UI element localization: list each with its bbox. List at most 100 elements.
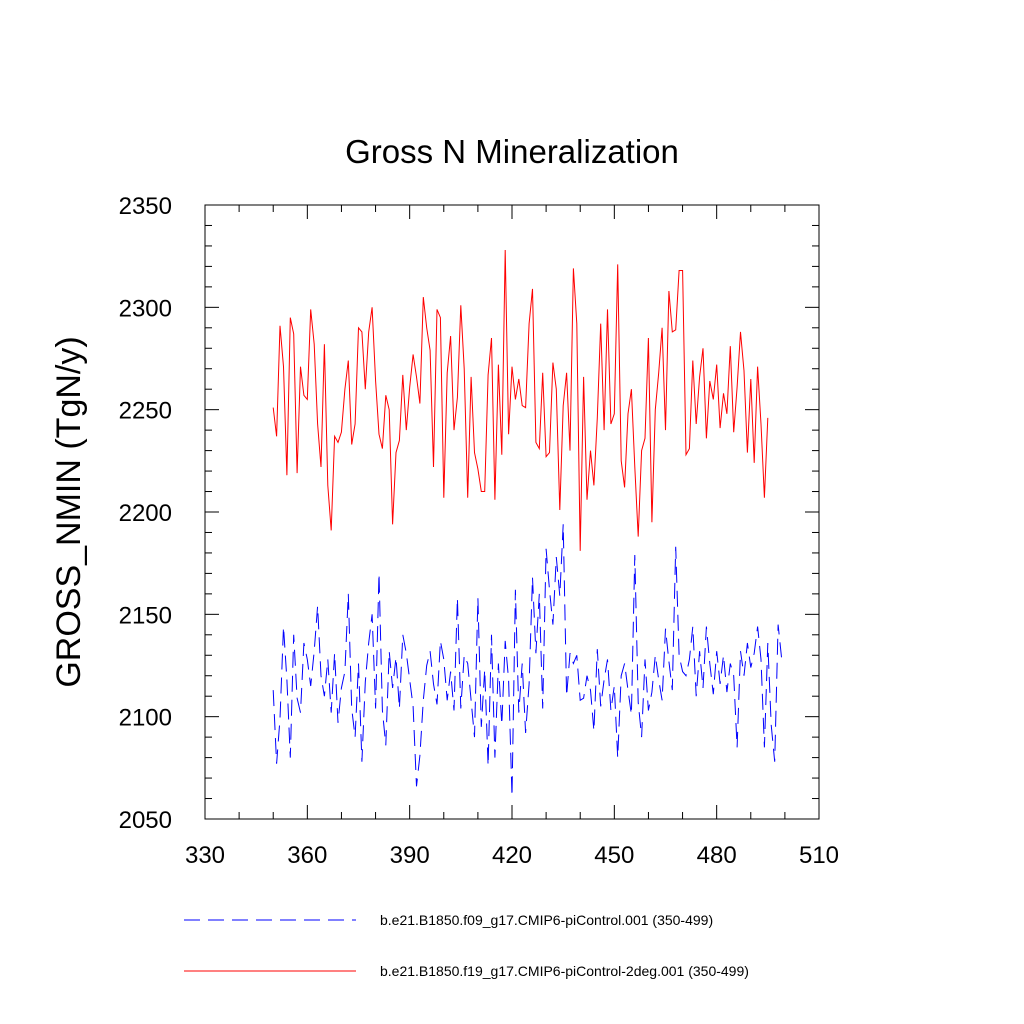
data-point — [511, 366, 512, 367]
data-point — [658, 679, 659, 680]
data-point — [757, 366, 758, 367]
data-point — [563, 524, 564, 525]
data-point — [750, 667, 751, 668]
data-point — [324, 344, 325, 345]
data-point — [331, 530, 332, 531]
data-point — [559, 509, 560, 510]
data-point — [464, 368, 465, 369]
data-point — [365, 389, 366, 390]
data-point — [450, 671, 451, 672]
data-point — [576, 323, 577, 324]
data-point — [689, 659, 690, 660]
data-point — [477, 597, 478, 598]
data-point — [361, 761, 362, 762]
y-tick-label: 2100 — [119, 705, 172, 732]
data-point — [416, 786, 417, 787]
data-point — [389, 409, 390, 410]
data-point — [610, 423, 611, 424]
data-point — [443, 497, 444, 498]
data-point — [542, 372, 543, 373]
data-point — [580, 700, 581, 701]
data-point — [743, 675, 744, 676]
data-point — [675, 329, 676, 330]
data-point — [375, 708, 376, 709]
data-point — [586, 499, 587, 500]
data-point — [440, 317, 441, 318]
data-point — [423, 700, 424, 701]
data-point — [730, 346, 731, 347]
data-point — [467, 497, 468, 498]
data-point — [361, 331, 362, 332]
data-point — [341, 432, 342, 433]
data-point — [337, 722, 338, 723]
data-point — [314, 651, 315, 652]
data-point — [365, 681, 366, 682]
data-point — [283, 366, 284, 367]
data-point — [668, 661, 669, 662]
data-point — [416, 376, 417, 377]
data-point — [310, 309, 311, 310]
data-point — [378, 573, 379, 574]
data-point — [713, 399, 714, 400]
data-point — [276, 763, 277, 764]
data-point — [518, 712, 519, 713]
data-point — [348, 593, 349, 594]
data-point — [378, 434, 379, 435]
data-point — [375, 380, 376, 381]
data-point — [743, 370, 744, 371]
data-point — [412, 706, 413, 707]
data-point — [709, 380, 710, 381]
data-point — [297, 473, 298, 474]
data-point — [508, 434, 509, 435]
data-point — [273, 689, 274, 690]
data-point — [395, 452, 396, 453]
data-point — [528, 683, 529, 684]
data-point — [546, 548, 547, 549]
data-point — [341, 687, 342, 688]
data-point — [477, 468, 478, 469]
data-point — [481, 491, 482, 492]
data-point — [767, 417, 768, 418]
data-point — [372, 307, 373, 308]
data-point — [372, 614, 373, 615]
data-point — [699, 651, 700, 652]
data-point — [354, 423, 355, 424]
data-point — [453, 710, 454, 711]
data-point — [382, 448, 383, 449]
data-point — [651, 522, 652, 523]
data-point — [754, 653, 755, 654]
data-point — [522, 405, 523, 406]
data-point — [569, 653, 570, 654]
data-point — [760, 659, 761, 660]
data-point — [713, 694, 714, 695]
data-point — [624, 487, 625, 488]
legend-label-2: b.e21.B1850.f19_g17.CMIP6-piControl-2deg… — [380, 963, 749, 979]
data-point — [726, 692, 727, 693]
x-tick-label: 480 — [697, 842, 737, 869]
data-point — [552, 624, 553, 625]
data-point — [433, 466, 434, 467]
data-point — [702, 687, 703, 688]
x-tick-label: 450 — [594, 842, 634, 869]
data-point — [559, 595, 560, 596]
data-point — [702, 348, 703, 349]
data-point — [436, 704, 437, 705]
series-line-2 — [272, 249, 769, 551]
data-point — [392, 687, 393, 688]
data-point — [539, 448, 540, 449]
data-point — [641, 450, 642, 451]
data-point — [460, 305, 461, 306]
data-point — [706, 438, 707, 439]
data-point — [624, 663, 625, 664]
tick-layer: 330 360 390 420 450 480 510 2050 2100 2150 2200 225… — [119, 193, 839, 869]
data-point — [726, 413, 727, 414]
data-point — [719, 427, 720, 428]
y-tick-label: 2350 — [119, 193, 172, 220]
data-point — [549, 452, 550, 453]
data-point — [419, 403, 420, 404]
data-point — [716, 364, 717, 365]
x-tick-label: 420 — [492, 842, 532, 869]
data-point — [433, 683, 434, 684]
data-point — [631, 389, 632, 390]
